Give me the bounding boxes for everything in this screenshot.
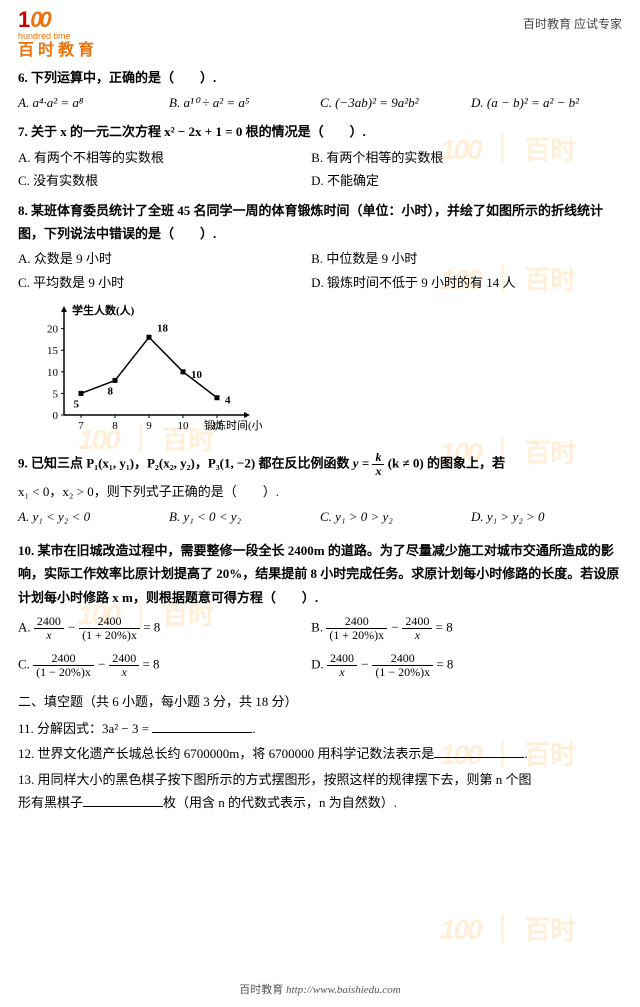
- q7-opt-b: B. 有两个相等的实数根: [311, 146, 601, 169]
- q9-options: A. y₁ < y₂ < 0 B. y₁ < 0 < y₂ C. y₁ > 0 …: [18, 505, 622, 528]
- q6-opt-d: D. (a − b)² = a² − b²: [471, 91, 622, 114]
- q8-stem: 8. 某班体育委员统计了全班 45 名同学一周的体育锻炼时间（单位：小时），并绘…: [18, 199, 622, 246]
- q10-opt-b: B. 2400(1 + 20%)x − 2400x = 8: [311, 615, 601, 642]
- footer-link[interactable]: http://www.baishiedu.com: [286, 984, 401, 996]
- page-header: 100 hundred time 百时教育 百时教育 应试专家: [18, 8, 622, 60]
- q6-options: A. a⁴·a² = a⁸ B. a¹⁰ ÷ a² = a⁵ C. (−3ab)…: [18, 91, 622, 114]
- svg-text:5: 5: [53, 389, 59, 401]
- svg-text:10: 10: [191, 369, 203, 381]
- q8-chart: 0510152078910115818104学生人数(人)锻炼时间(小时): [32, 300, 622, 442]
- svg-text:8: 8: [112, 420, 118, 432]
- q7-opt-c: C. 没有实数根: [18, 169, 308, 192]
- svg-text:20: 20: [47, 324, 59, 336]
- q6-opt-a: A. a⁴·a² = a⁸: [18, 91, 169, 114]
- q9-opt-c: C. y₁ > 0 > y₂: [320, 505, 471, 528]
- svg-text:10: 10: [178, 420, 190, 432]
- q8-options: A. 众数是 9 小时 B. 中位数是 9 小时 C. 平均数是 9 小时 D.…: [18, 247, 622, 294]
- q9-opt-d: D. y₁ > y₂ > 0: [471, 505, 622, 528]
- q9-opt-b: B. y₁ < 0 < y₂: [169, 505, 320, 528]
- q8-opt-b: B. 中位数是 9 小时: [311, 247, 601, 270]
- svg-text:10: 10: [47, 367, 59, 379]
- q6-stem: 6. 下列运算中，正确的是（ ）.: [18, 66, 622, 89]
- svg-text:学生人数(人): 学生人数(人): [72, 303, 135, 317]
- logo-en: hundred time: [18, 32, 98, 42]
- page-footer: 百时教育 http://www.baishiedu.com: [0, 981, 640, 1001]
- q9-opt-a: A. y₁ < y₂ < 0: [18, 505, 169, 528]
- q7-opt-a: A. 有两个不相等的实数根: [18, 146, 308, 169]
- svg-text:18: 18: [157, 322, 169, 334]
- q10-opt-d: D. 2400x − 2400(1 − 20%)x = 8: [311, 652, 601, 679]
- q9-stem: 9. 已知三点 P₁(x₁, y₁)，P₂(x₂, y₂)，P₃(1, −2) …: [18, 451, 622, 478]
- svg-text:7: 7: [78, 420, 84, 432]
- q10-options: A. 2400x − 2400(1 + 20%)x = 8 B. 2400(1 …: [18, 615, 622, 680]
- q10-opt-c: C. 2400(1 − 20%)x − 2400x = 8: [18, 652, 308, 679]
- q11: 11. 分解因式：3a² − 3 = .: [18, 717, 622, 740]
- svg-text:9: 9: [146, 420, 152, 432]
- svg-text:锻炼时间(小时): 锻炼时间(小时): [204, 418, 262, 432]
- header-right: 百时教育 应试专家: [523, 14, 622, 36]
- q7-options: A. 有两个不相等的实数根 B. 有两个相等的实数根 C. 没有实数根 D. 不…: [18, 146, 622, 193]
- q8-opt-a: A. 众数是 9 小时: [18, 247, 308, 270]
- q7-stem: 7. 关于 x 的一元二次方程 x² − 2x + 1 = 0 根的情况是（ ）…: [18, 120, 622, 143]
- q7-opt-d: D. 不能确定: [311, 169, 601, 192]
- q8-opt-d: D. 锻炼时间不低于 9 小时的有 14 人: [311, 271, 601, 294]
- q6-opt-c: C. (−3ab)² = 9a²b²: [320, 91, 471, 114]
- q13: 13. 用同样大小的黑色棋子按下图所示的方式摆图形，按照这样的规律摆下去，则第 …: [18, 768, 622, 815]
- logo-cn: 百时教育: [18, 42, 98, 60]
- logo: 100 hundred time 百时教育: [18, 8, 98, 60]
- q8-opt-c: C. 平均数是 9 小时: [18, 271, 308, 294]
- q10-stem: 10. 某市在旧城改造过程中，需要整修一段全长 2400m 的道路。为了尽量减少…: [18, 539, 622, 609]
- svg-text:8: 8: [108, 386, 114, 398]
- q6-opt-b: B. a¹⁰ ÷ a² = a⁵: [169, 91, 320, 114]
- q12: 12. 世界文化遗产长城总长约 6700000m，将 6700000 用科学记数…: [18, 742, 622, 765]
- svg-text:4: 4: [225, 395, 231, 407]
- svg-text:15: 15: [47, 345, 59, 357]
- q10-opt-a: A. 2400x − 2400(1 + 20%)x = 8: [18, 615, 308, 642]
- section-2-title: 二、填空题（共 6 小题，每小题 3 分，共 18 分）: [18, 690, 622, 713]
- q9-stem-2: x₁ < 0，x₂ > 0，则下列式子正确的是（ ）.: [18, 480, 622, 503]
- svg-text:5: 5: [74, 399, 80, 411]
- svg-text:0: 0: [53, 410, 59, 422]
